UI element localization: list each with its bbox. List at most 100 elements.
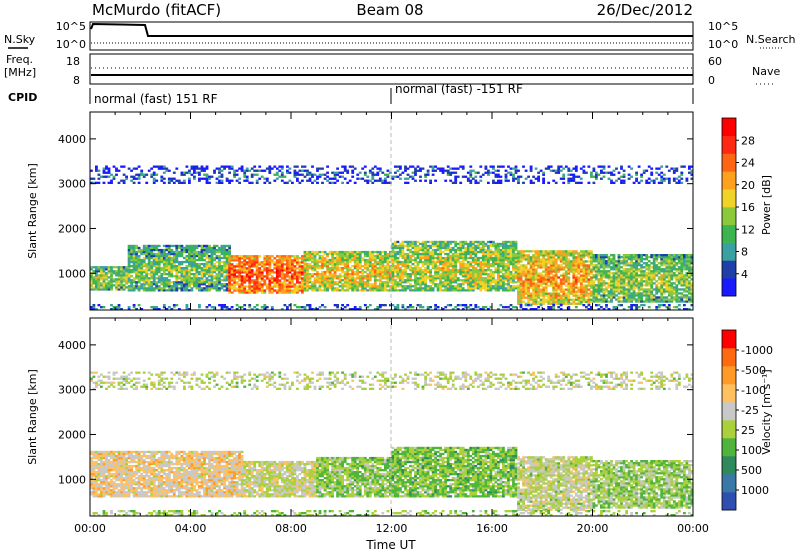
power-echo-cell: [434, 285, 437, 288]
power-echo-cell: [102, 278, 106, 281]
power-echo-cell: [185, 260, 189, 264]
power-echo-cell: [677, 296, 681, 299]
power-echo-cell: [610, 288, 613, 291]
power-echo-cell: [107, 181, 111, 184]
power-echo-cell: [499, 277, 503, 280]
power-echo-cell: [371, 287, 375, 290]
power-echo-cell: [685, 260, 689, 263]
power-echo-cell: [333, 256, 337, 260]
power-echo-cell: [522, 290, 525, 293]
power-echo-cell: [640, 286, 643, 289]
power-echo-cell: [497, 252, 500, 256]
power-echo-cell: [265, 277, 269, 280]
power-echo-cell: [215, 256, 219, 260]
power-echo-cell: [265, 283, 269, 286]
power-echo-cell: [672, 262, 676, 265]
power-echo-cell: [386, 281, 390, 284]
power-echo-cell: [454, 265, 458, 268]
power-echo-cell: [162, 260, 166, 264]
power-echo-cell: [481, 246, 485, 250]
power-echo-cell: [225, 252, 229, 256]
power-echo-cell: [489, 287, 493, 290]
power-echo-cell: [667, 262, 671, 265]
power-echo-cell: [363, 287, 367, 290]
power-echo-cell: [248, 265, 252, 268]
power-echo-cell: [514, 242, 518, 246]
power-echo-cell: [321, 260, 324, 264]
power-echo-cell: [625, 296, 628, 299]
power-echo-cell: [441, 246, 445, 250]
power-echo-cell: [331, 260, 334, 264]
power-echo-cell: [539, 280, 543, 283]
power-echo-cell: [165, 277, 169, 280]
power-echo-cell: [469, 248, 473, 252]
power-echo-cell: [522, 286, 525, 289]
power-echo-cell: [195, 265, 199, 268]
power-echo-cell: [373, 254, 377, 258]
power-echo-cell: [637, 260, 641, 263]
power-echo-cell: [569, 292, 573, 295]
power-echo-cell: [677, 288, 681, 291]
power-echo-cell: [401, 273, 405, 276]
power-echo-cell: [441, 256, 445, 260]
power-echo-cell: [401, 279, 405, 282]
power-echo-cell: [361, 271, 365, 274]
power-echo-cell: [592, 266, 596, 269]
power-echo-cell: [401, 250, 405, 254]
power-echo-cell: [459, 260, 463, 264]
power-echo-cell: [685, 262, 689, 265]
power-echo-cell: [165, 167, 169, 170]
power-echo-cell: [368, 277, 372, 280]
power-echo-cell: [152, 277, 156, 280]
power-echo-cell: [552, 258, 556, 261]
power-echo-cell: [185, 281, 189, 284]
power-echo-cell: [471, 244, 475, 248]
power-echo-cell: [366, 279, 370, 282]
power-echo-cell: [275, 291, 279, 294]
power-echo-cell: [291, 289, 294, 292]
power-echo-cell: [647, 256, 651, 259]
power-echo-cell: [484, 252, 488, 256]
power-echo-cell: [152, 289, 156, 292]
power-echo-cell: [228, 265, 231, 268]
power-echo-cell: [532, 254, 535, 257]
power-echo-cell: [690, 254, 694, 257]
power-echo-cell: [341, 269, 344, 272]
power-echo-cell: [537, 294, 540, 297]
power-echo-cell: [243, 169, 247, 172]
power-echo-cell: [677, 278, 681, 281]
power-echo-cell: [469, 283, 473, 286]
power-echo-cell: [102, 171, 106, 174]
power-echo-cell: [567, 268, 571, 271]
power-echo-cell: [245, 289, 249, 292]
power-echo-cell: [685, 284, 689, 287]
power-echo-cell: [117, 181, 121, 184]
power-echo-cell: [590, 262, 593, 265]
power-echo-cell: [688, 284, 691, 287]
power-echo-cell: [439, 283, 442, 286]
power-echo-cell: [298, 269, 302, 272]
power-echo-cell: [587, 270, 591, 273]
power-echo-cell: [567, 280, 571, 283]
power-echo-cell: [512, 244, 515, 248]
power-echo-cell: [193, 175, 196, 178]
power-echo-cell: [630, 292, 633, 295]
power-echo-cell: [188, 265, 191, 268]
power-echo-cell: [627, 296, 631, 299]
power-echo-cell: [466, 277, 470, 280]
power-echo-cell: [564, 270, 568, 273]
power-echo-cell: [102, 181, 106, 184]
power-echo-cell: [635, 262, 638, 265]
power-echo-cell: [311, 275, 314, 278]
power-echo-cell: [265, 287, 269, 290]
power-echo-cell: [454, 275, 458, 278]
power-echo-cell: [539, 292, 543, 295]
power-echo-cell: [331, 273, 334, 276]
power-echo-cell: [507, 283, 510, 286]
power-echo-cell: [240, 167, 244, 170]
power-echo-cell: [326, 258, 329, 262]
power-echo-cell: [688, 288, 691, 291]
power-echo-cell: [640, 284, 643, 287]
power-echo-cell: [670, 274, 674, 277]
power-echo-band-3: [303, 250, 395, 292]
